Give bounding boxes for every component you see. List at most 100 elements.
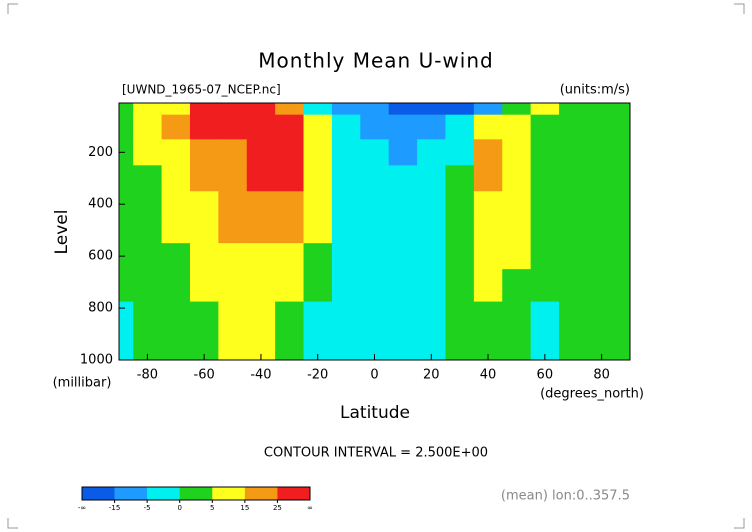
contour-cell	[502, 114, 532, 140]
contour-cell	[360, 217, 390, 244]
contour-cell	[417, 114, 446, 140]
contour-cell	[559, 165, 588, 192]
contour-cell	[331, 217, 361, 244]
contour-cell	[303, 301, 333, 342]
contour-cell	[445, 191, 475, 218]
contour-cell	[303, 340, 333, 361]
colorbar-swatch	[147, 487, 181, 500]
contour-cell	[218, 269, 248, 303]
contour-cell	[502, 191, 532, 218]
x-units: (degrees_north)	[540, 387, 644, 402]
colorbar-swatch	[277, 487, 311, 500]
y-tick-label: 600	[88, 249, 113, 264]
contour-cell	[303, 165, 333, 192]
contour-cell	[161, 103, 191, 116]
colorbar-swatch	[114, 487, 148, 500]
contour-cell	[417, 165, 446, 192]
contour-cell	[189, 139, 219, 166]
contour-cell	[502, 301, 532, 342]
contour-cell	[417, 269, 446, 303]
contour-cell	[360, 139, 390, 166]
x-tick-label: -80	[137, 368, 158, 383]
contour-cell	[473, 243, 503, 270]
contour-cell	[417, 301, 446, 342]
contour-cell	[615, 191, 631, 218]
contour-cell	[189, 269, 219, 303]
contour-cell	[530, 243, 560, 270]
contour-cell	[360, 165, 390, 192]
colorbar-swatch	[82, 487, 115, 500]
contour-cell	[473, 191, 503, 218]
contour-cell	[559, 103, 588, 116]
x-tick-label: 60	[537, 368, 554, 383]
contour-cell	[218, 243, 248, 270]
contour-cell	[473, 165, 503, 192]
contour-cell	[133, 269, 163, 303]
y-axis-label: Level	[52, 210, 72, 255]
contour-cell	[530, 269, 560, 303]
chart-title: Monthly Mean U-wind	[258, 49, 493, 73]
contour-cell	[119, 191, 134, 218]
contour-cell	[388, 340, 418, 361]
contour-cell	[275, 114, 305, 140]
contour-cell	[360, 103, 390, 116]
corner-marks	[7, 3, 745, 529]
contour-cell	[246, 191, 276, 218]
contour-cell	[417, 139, 446, 166]
contour-cell	[275, 191, 305, 218]
colorbar-end: -∞	[78, 504, 86, 512]
contour-cell	[615, 340, 631, 361]
contour-cell	[303, 217, 333, 244]
colorbar-swatch	[179, 487, 213, 500]
contour-cell	[360, 301, 390, 342]
x-tick-label: -40	[250, 368, 271, 383]
contour-cell	[417, 340, 446, 361]
contour-cell	[615, 269, 631, 303]
contour-cell	[473, 340, 503, 361]
contour-cell	[445, 139, 475, 166]
contour-cell	[189, 217, 219, 244]
y-tick-label: 800	[88, 301, 113, 316]
contour-cell	[445, 301, 475, 342]
contour-cell	[303, 243, 333, 270]
x-tick-label: 0	[370, 368, 378, 383]
contour-cell	[246, 301, 276, 342]
x-tick-label: -60	[194, 368, 215, 383]
contour-cell	[445, 165, 475, 192]
contour-cell	[275, 165, 305, 192]
contour-cell	[559, 139, 588, 166]
contour-cell	[559, 114, 588, 140]
contour-cell	[559, 191, 588, 218]
contour-cell	[502, 103, 532, 116]
contour-cell	[445, 217, 475, 244]
contour-cell	[502, 217, 532, 244]
colorbar-label: -15	[109, 504, 120, 512]
contour-cell	[615, 139, 631, 166]
contour-cell	[360, 191, 390, 218]
contour-cell	[587, 340, 617, 361]
contour-cell	[246, 340, 276, 361]
contour-cell	[246, 243, 276, 270]
contour-cell	[275, 243, 305, 270]
contour-cell	[133, 165, 163, 192]
contour-cell	[161, 165, 191, 192]
contour-cell	[445, 269, 475, 303]
contour-cell	[189, 243, 219, 270]
contour-cell	[360, 340, 390, 361]
contour-cell	[246, 217, 276, 244]
contour-cell	[218, 340, 248, 361]
contour-cell	[119, 114, 134, 140]
contour-cell	[218, 217, 248, 244]
contour-cell	[161, 191, 191, 218]
contour-cell	[559, 340, 588, 361]
colorbar-label: -5	[144, 504, 151, 512]
contour-cell	[417, 103, 446, 116]
colorbar-label: 0	[177, 504, 181, 512]
contour-cell	[473, 301, 503, 342]
contour-cell	[360, 243, 390, 270]
contour-cell	[189, 340, 219, 361]
contour-cell	[133, 114, 163, 140]
contour-cell	[331, 269, 361, 303]
contour-cell	[587, 191, 617, 218]
